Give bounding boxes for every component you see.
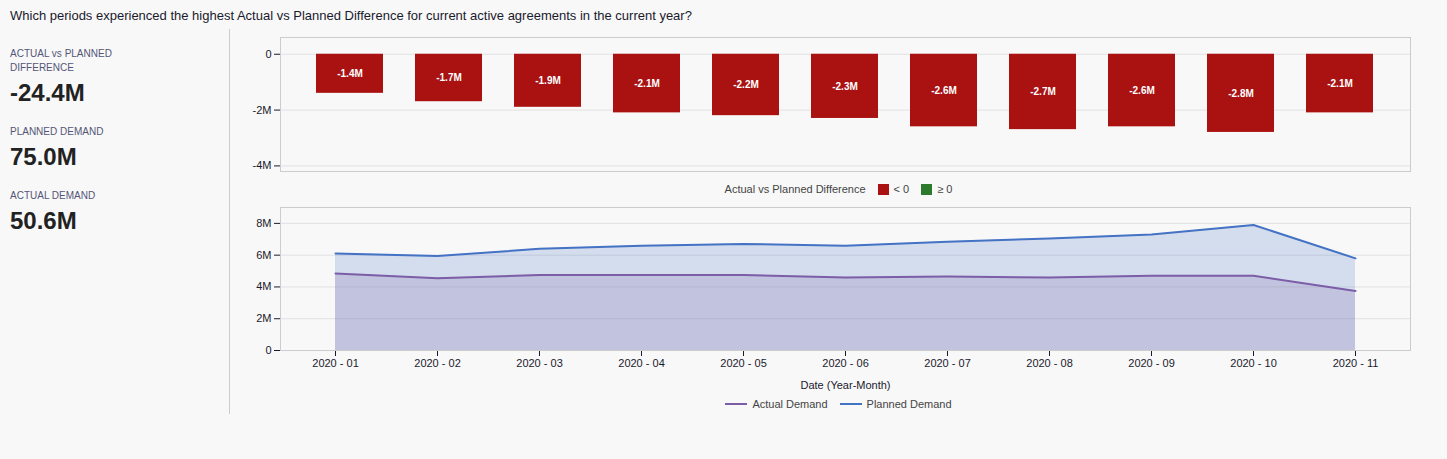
svg-text:-2.6M: -2.6M [931, 85, 957, 96]
svg-text:2020 - 05: 2020 - 05 [720, 357, 766, 369]
svg-text:-2.7M: -2.7M [1030, 86, 1056, 97]
html-text:PLANNED DEMAND: PLANNED DEMAND [10, 126, 104, 137]
svg-text:2020 - 11: 2020 - 11 [1333, 357, 1379, 369]
html-text:50.6M: 50.6M [10, 207, 77, 234]
html-text:Planned Demand: Planned Demand [866, 398, 952, 410]
svg-text:2M: 2M [256, 312, 271, 324]
html-text:< 0: < 0 [893, 183, 910, 195]
svg-text:0: 0 [265, 48, 271, 60]
svg-text:2020 - 02: 2020 - 02 [414, 357, 460, 369]
svg-text:2020 - 01: 2020 - 01 [312, 357, 358, 369]
svg-text:2020 - 04: 2020 - 04 [618, 357, 664, 369]
html-text:-24.4M: -24.4M [10, 79, 85, 106]
html-text:Which periods experienced the: Which periods experienced the highest Ac… [10, 8, 692, 23]
svg-text:6M: 6M [256, 249, 271, 261]
svg-text:-2.1M: -2.1M [634, 78, 660, 89]
svg-text:-2.2M: -2.2M [733, 79, 759, 90]
html-text:ACTUAL vs PLANNED DIFFERENCE: ACTUAL vs PLANNED DIFFERENCE [10, 48, 112, 73]
svg-text:-1.7M: -1.7M [436, 72, 462, 83]
svg-text:2020 - 08: 2020 - 08 [1026, 357, 1072, 369]
html-text:ACTUAL DEMAND: ACTUAL DEMAND [10, 190, 96, 201]
svg-text:-1.9M: -1.9M [535, 75, 561, 86]
svg-text:-2.6M: -2.6M [1129, 85, 1155, 96]
html-text:Actual Demand: Actual Demand [752, 398, 828, 410]
html-text:75.0M: 75.0M [10, 143, 77, 170]
svg-text:-2.8M: -2.8M [1228, 88, 1254, 99]
svg-text:-2.3M: -2.3M [832, 81, 858, 92]
svg-text:-2M: -2M [253, 104, 272, 116]
html-text:Actual vs Planned Difference: Actual vs Planned Difference [724, 183, 866, 195]
svg-text:2020 - 07: 2020 - 07 [924, 357, 970, 369]
svg-text:0: 0 [265, 344, 271, 356]
svg-text:Date (Year-Month): Date (Year-Month) [800, 379, 890, 391]
svg-text:-1.4M: -1.4M [337, 68, 363, 79]
svg-text:2020 - 06: 2020 - 06 [822, 357, 868, 369]
svg-text:4M: 4M [256, 280, 271, 292]
html-text:≥ 0: ≥ 0 [937, 183, 953, 195]
svg-text:2020 - 10: 2020 - 10 [1230, 357, 1276, 369]
svg-text:2020 - 03: 2020 - 03 [516, 357, 562, 369]
svg-text:-4M: -4M [253, 159, 272, 171]
svg-text:-2.1M: -2.1M [1327, 78, 1353, 89]
svg-text:8M: 8M [256, 217, 271, 229]
svg-text:2020 - 09: 2020 - 09 [1128, 357, 1174, 369]
